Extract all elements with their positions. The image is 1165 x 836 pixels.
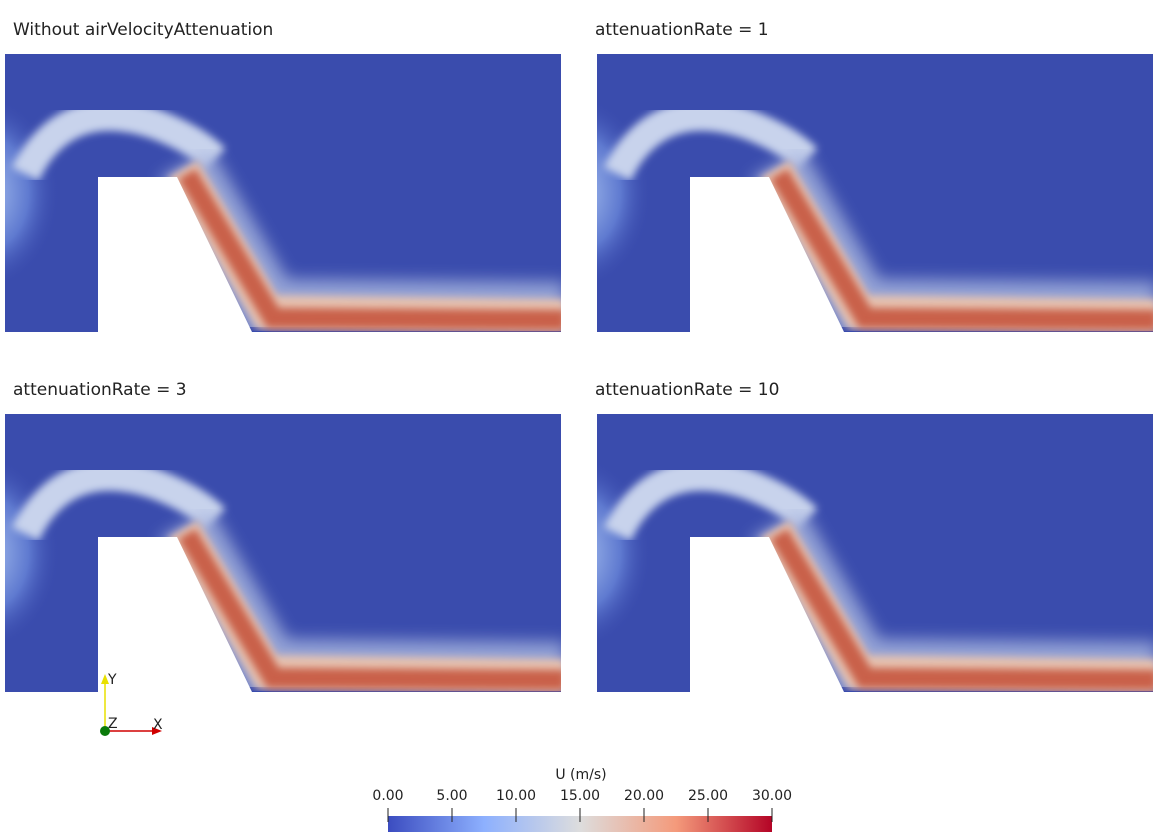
jet-core [178,168,561,330]
jet-core [770,168,1153,330]
colorbar: U (m/s) 0.00 5.00 10.00 15.00 20.00 25.00 30.0… [372,767,792,832]
arc-flow [603,100,818,182]
panel-title: attenuationRate = 3 [13,380,187,400]
obstacle [98,177,252,332]
obstacle [98,537,252,692]
colorbar-tick-label: 0.00 [372,788,403,804]
panel-title: attenuationRate = 1 [595,20,769,40]
axis-y-label: Y [107,672,117,688]
axes-triad: Y Z X [100,672,163,736]
flow-field [597,54,1153,332]
colorbar-scale [388,816,772,832]
colorbar-tick-label: 10.00 [496,788,536,804]
colorbar-tick-label: 20.00 [624,788,664,804]
colorbar-tick-label: 5.00 [436,788,467,804]
axis-x-label: X [153,717,163,733]
colorbar-tick-label: 25.00 [688,788,728,804]
flow-field [5,54,561,332]
colorbar-tick-label: 30.00 [752,788,792,804]
flow-field [5,414,561,692]
jet-core [770,528,1153,690]
arc-flow [11,100,226,182]
panel-title: attenuationRate = 10 [595,380,779,400]
obstacle [690,537,844,692]
colorbar-tick-label: 15.00 [560,788,600,804]
arc-flow [11,460,226,542]
jet-core [178,528,561,690]
axis-z-label: Z [108,716,118,732]
obstacle [690,177,844,332]
panel-title: Without airVelocityAttenuation [13,20,273,40]
flow-field [597,414,1153,692]
arc-flow [603,460,818,542]
colorbar-title: U (m/s) [555,767,606,783]
